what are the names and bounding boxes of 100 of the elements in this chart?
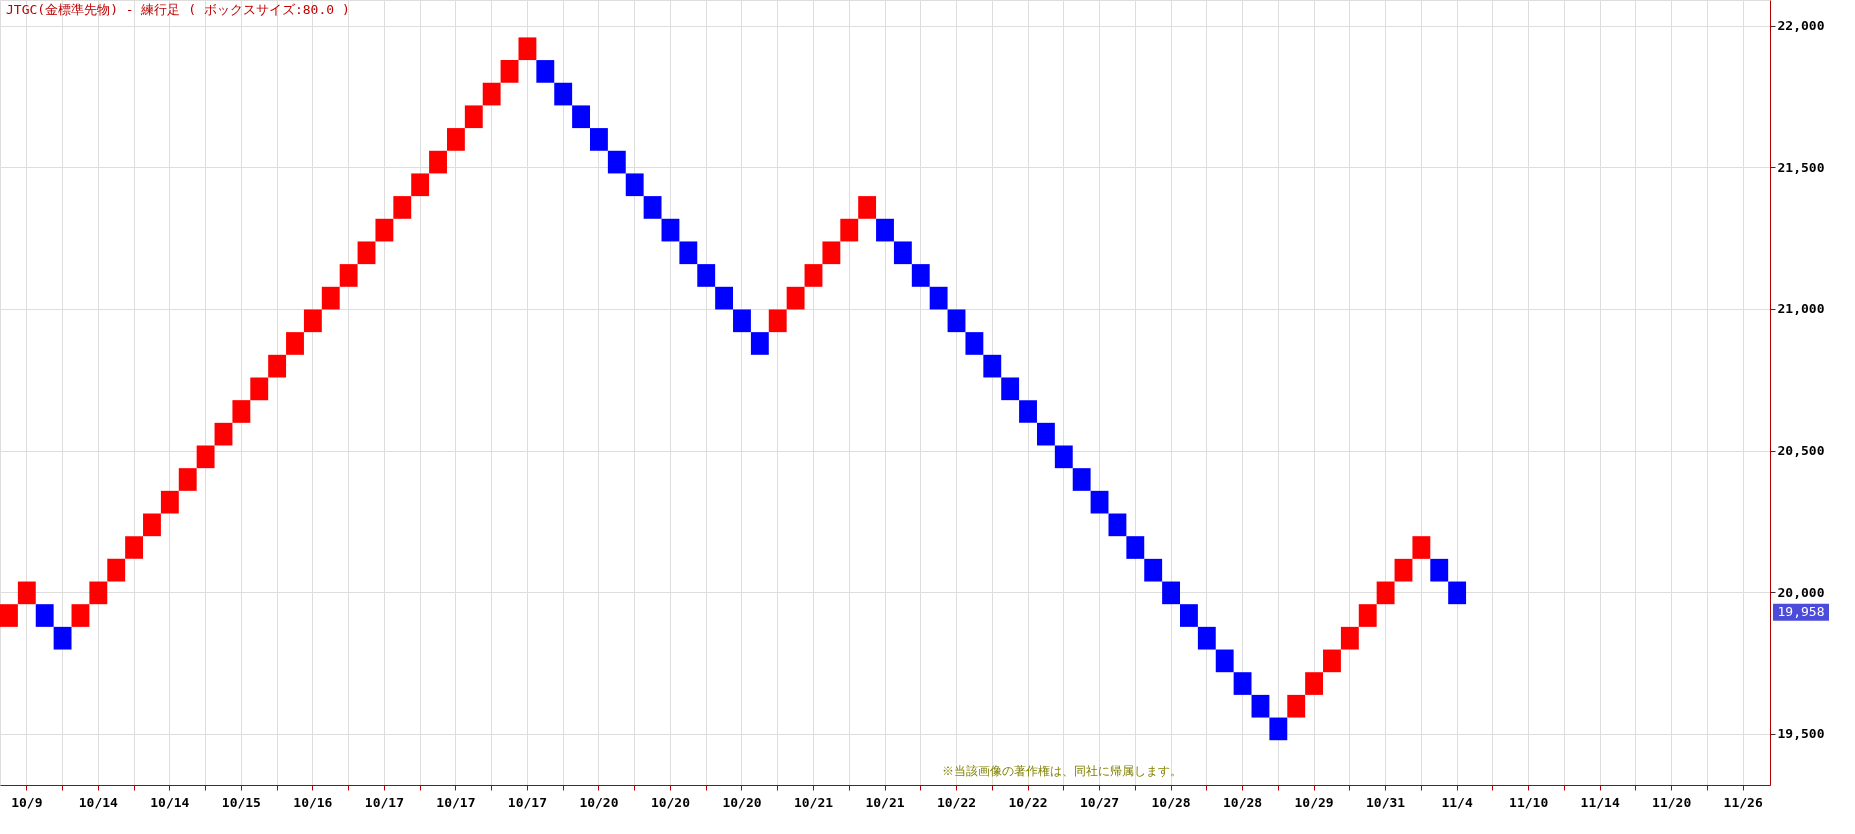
bar bbox=[518, 37, 537, 61]
bar bbox=[1144, 558, 1163, 582]
bar bbox=[554, 82, 573, 106]
bar bbox=[357, 241, 376, 265]
x-tick-label: 10/20 bbox=[650, 794, 691, 810]
bar bbox=[1001, 377, 1020, 401]
bar bbox=[250, 377, 269, 401]
x-tick-label: 11/4 bbox=[1441, 794, 1473, 810]
bar bbox=[1197, 626, 1216, 650]
bar bbox=[321, 286, 340, 310]
bar bbox=[339, 264, 358, 287]
bar bbox=[303, 309, 322, 333]
bar bbox=[1054, 445, 1073, 469]
bar bbox=[893, 241, 912, 265]
bar bbox=[661, 218, 680, 242]
bar bbox=[178, 468, 197, 491]
bar bbox=[482, 82, 501, 106]
bar bbox=[393, 196, 412, 219]
bar bbox=[840, 218, 859, 242]
bar bbox=[679, 241, 698, 265]
bar bbox=[196, 445, 215, 469]
x-tick-label: 10/20 bbox=[722, 794, 762, 810]
bar bbox=[1358, 604, 1377, 627]
y-tick-label: 21,000 bbox=[1777, 301, 1825, 317]
bar bbox=[446, 128, 465, 151]
text: 19,958 bbox=[1777, 604, 1825, 620]
bar bbox=[876, 218, 894, 242]
bar bbox=[411, 173, 430, 197]
bar bbox=[214, 422, 233, 446]
bar bbox=[160, 490, 179, 514]
y-tick-label: 20,000 bbox=[1777, 584, 1825, 600]
bar bbox=[607, 150, 626, 174]
bar bbox=[1287, 694, 1306, 718]
bar bbox=[1430, 558, 1449, 582]
bar bbox=[464, 105, 483, 129]
bar bbox=[804, 264, 823, 287]
x-tick-label: 11/14 bbox=[1580, 794, 1620, 810]
bar bbox=[35, 604, 54, 627]
bar bbox=[786, 286, 805, 310]
x-tick-label: 10/20 bbox=[579, 794, 619, 810]
x-tick-label: 10/29 bbox=[1294, 794, 1334, 810]
bar bbox=[1090, 490, 1109, 514]
bar bbox=[232, 400, 251, 423]
x-tick-label: 10/31 bbox=[1366, 794, 1406, 810]
x-tick-label: 10/17 bbox=[364, 794, 404, 810]
bar bbox=[768, 309, 787, 333]
bar bbox=[590, 128, 608, 151]
chart-title: JTGC(金標準先物) - 練行足 ( ボックスサイズ:80.0 ) bbox=[6, 2, 350, 17]
x-tick-label: 10/14 bbox=[78, 794, 119, 810]
bar bbox=[1180, 604, 1198, 627]
bar bbox=[1251, 694, 1270, 718]
bar bbox=[697, 264, 716, 287]
x-tick-label: 10/15 bbox=[221, 794, 261, 810]
bar bbox=[929, 286, 948, 310]
bar bbox=[822, 241, 841, 265]
bar bbox=[143, 513, 161, 537]
bar bbox=[1340, 626, 1359, 650]
bar bbox=[1412, 536, 1431, 559]
x-tick-label: 10/14 bbox=[150, 794, 190, 810]
bar bbox=[125, 536, 144, 559]
bar bbox=[1036, 422, 1055, 446]
bar bbox=[107, 558, 126, 582]
y-tick-label: 22,000 bbox=[1777, 18, 1825, 34]
bar bbox=[1323, 649, 1341, 673]
bar bbox=[268, 354, 287, 378]
x-tick-label: 11/10 bbox=[1509, 794, 1549, 810]
bar bbox=[858, 196, 877, 219]
x-tick-label: 10/9 bbox=[11, 794, 43, 810]
y-tick-label: 21,500 bbox=[1777, 159, 1825, 175]
bar bbox=[1233, 672, 1252, 695]
x-tick-label: 10/17 bbox=[436, 794, 476, 810]
x-tick-label: 10/16 bbox=[293, 794, 333, 810]
bar bbox=[1162, 581, 1180, 605]
x-tick-label: 10/21 bbox=[865, 794, 905, 810]
bar bbox=[1019, 400, 1037, 423]
bar bbox=[733, 309, 751, 333]
bar bbox=[947, 309, 966, 333]
bar bbox=[1108, 513, 1127, 537]
x-tick-label: 11/26 bbox=[1723, 794, 1763, 810]
x-tick-label: 10/22 bbox=[1008, 794, 1048, 810]
x-tick-label: 10/21 bbox=[793, 794, 834, 810]
bar bbox=[1448, 581, 1467, 605]
annotation: ※当該画像の著作権は、同社に帰属します。 bbox=[942, 764, 1182, 778]
x-tick-label: 10/28 bbox=[1151, 794, 1191, 810]
bar bbox=[71, 604, 90, 627]
x-tick-label: 10/22 bbox=[936, 794, 977, 810]
x-tick-label: 10/28 bbox=[1223, 794, 1263, 810]
bar bbox=[1305, 672, 1324, 695]
bar bbox=[1072, 468, 1091, 491]
y-tick-label: 20,500 bbox=[1777, 443, 1825, 459]
bar bbox=[1126, 536, 1145, 559]
bar bbox=[643, 196, 662, 219]
bar bbox=[429, 150, 447, 174]
bar bbox=[625, 173, 644, 197]
bar bbox=[89, 581, 108, 605]
bar bbox=[1394, 558, 1413, 582]
y-tick-label: 19,500 bbox=[1777, 726, 1825, 742]
bar bbox=[715, 286, 734, 310]
bar bbox=[983, 354, 1002, 378]
x-tick-label: 11/20 bbox=[1652, 794, 1692, 810]
